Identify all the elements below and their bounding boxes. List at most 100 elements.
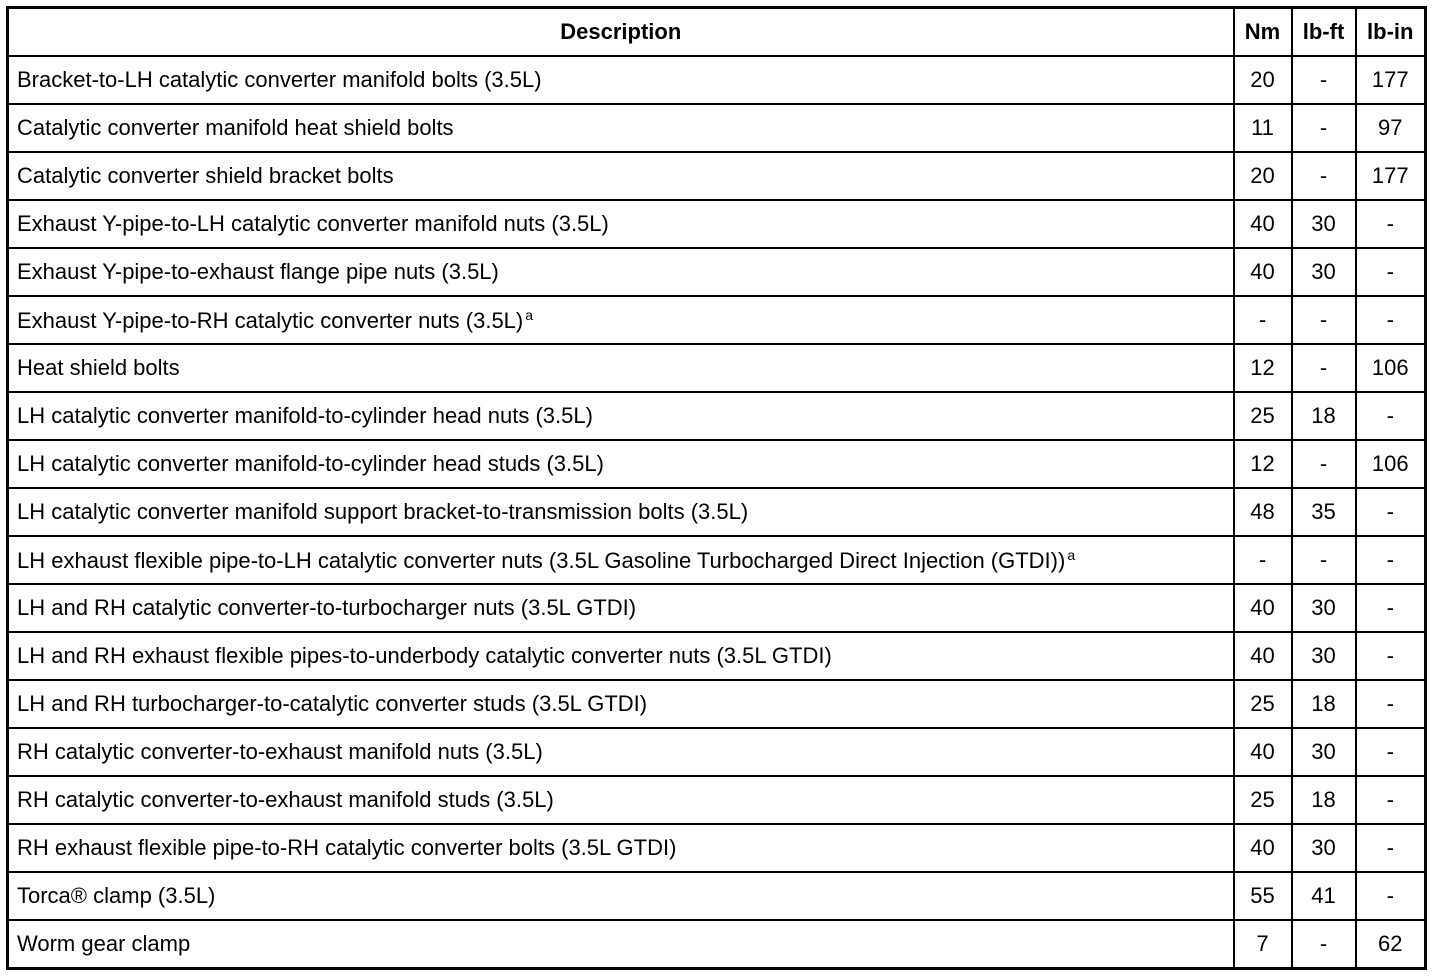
cell-text: - — [1319, 67, 1328, 92]
value-cell: 30 — [1290, 247, 1357, 297]
value-cell: - — [1354, 391, 1427, 441]
table-row: Bracket-to-LH catalytic converter manifo… — [6, 55, 1427, 105]
table-row: RH catalytic converter-to-exhaust manifo… — [6, 775, 1427, 825]
cell-text: Bracket-to-LH catalytic converter manifo… — [17, 67, 542, 92]
table-row: LH and RH turbocharger-to-catalytic conv… — [6, 679, 1427, 729]
cell-text: RH catalytic converter-to-exhaust manifo… — [17, 739, 543, 764]
value-cell: - — [1354, 871, 1427, 921]
table-row: LH exhaust flexible pipe-to-LH catalytic… — [6, 535, 1427, 585]
cell-text: - — [1386, 499, 1394, 524]
description-cell: Bracket-to-LH catalytic converter manifo… — [6, 55, 1235, 105]
cell-text: RH catalytic converter-to-exhaust manifo… — [17, 787, 554, 812]
value-cell: 40 — [1232, 823, 1293, 873]
value-cell: 30 — [1290, 727, 1357, 777]
value-cell: 25 — [1232, 775, 1293, 825]
cell-text: 106 — [1371, 355, 1409, 380]
header-row: Description Nm lb-ft lb-in — [6, 6, 1427, 57]
value-cell: 12 — [1232, 439, 1293, 489]
cell-text: 30 — [1311, 211, 1336, 236]
value-cell: 12 — [1232, 343, 1293, 393]
cell-text: 177 — [1371, 67, 1409, 92]
cell-text: 55 — [1250, 883, 1275, 908]
cell-text: Heat shield bolts — [17, 355, 180, 380]
description-cell: Catalytic converter manifold heat shield… — [6, 103, 1235, 153]
cell-text: - — [1319, 931, 1328, 956]
cell-text: 62 — [1378, 931, 1403, 956]
description-cell: Torca® clamp (3.5L) — [6, 871, 1235, 921]
header-cell: Description — [6, 6, 1235, 57]
description-cell: LH and RH turbocharger-to-catalytic conv… — [6, 679, 1235, 729]
torque-table: Description Nm lb-ft lb-in Bracket-to-LH ca… — [6, 6, 1427, 970]
cell-text: 30 — [1311, 595, 1336, 620]
cell-text: 30 — [1311, 835, 1336, 860]
cell-text: LH and RH exhaust flexible pipes-to-unde… — [17, 643, 832, 668]
cell-text: - — [1386, 403, 1394, 428]
description-cell: RH catalytic converter-to-exhaust manifo… — [6, 775, 1235, 825]
cell-text: 40 — [1250, 739, 1275, 764]
table-row: Worm gear clamp 7 - 62 — [6, 919, 1427, 970]
value-cell: 40 — [1232, 727, 1293, 777]
description-cell: RH exhaust flexible pipe-to-RH catalytic… — [6, 823, 1235, 873]
value-cell: 48 — [1232, 487, 1293, 537]
description-cell: Exhaust Y-pipe-to-RH catalytic converter… — [6, 295, 1235, 345]
cell-text: 7 — [1256, 931, 1269, 956]
table-row: LH and RH exhaust flexible pipes-to-unde… — [6, 631, 1427, 681]
cell-text: 40 — [1250, 259, 1275, 284]
cell-text: 18 — [1311, 787, 1336, 812]
value-cell: - — [1354, 199, 1427, 249]
value-cell: 18 — [1290, 679, 1357, 729]
cell-text: - — [1386, 595, 1394, 620]
cell-text: Catalytic converter manifold heat shield… — [17, 115, 454, 140]
table-row: Exhaust Y-pipe-to-exhaust flange pipe nu… — [6, 247, 1427, 297]
value-cell: - — [1354, 247, 1427, 297]
value-cell: - — [1354, 535, 1427, 585]
value-cell: - — [1354, 775, 1427, 825]
cell-text: - — [1258, 307, 1267, 332]
value-cell: 35 — [1290, 487, 1357, 537]
header-cell: lb-in — [1354, 6, 1427, 57]
cell-text: - — [1386, 259, 1394, 284]
cell-text: 35 — [1311, 499, 1336, 524]
cell-text: LH catalytic converter manifold-to-cylin… — [17, 451, 604, 476]
value-cell: - — [1354, 823, 1427, 873]
value-cell: 177 — [1354, 151, 1427, 201]
value-cell: 40 — [1232, 631, 1293, 681]
cell-text: - — [1386, 211, 1394, 236]
table-row: LH catalytic converter manifold-to-cylin… — [6, 391, 1427, 441]
description-cell: LH and RH catalytic converter-to-turboch… — [6, 583, 1235, 633]
cell-text: Worm gear clamp — [17, 931, 191, 956]
value-cell: - — [1354, 631, 1427, 681]
cell-text: 25 — [1250, 403, 1275, 428]
cell-text: 40 — [1250, 835, 1275, 860]
cell-text: 40 — [1250, 643, 1275, 668]
value-cell: 25 — [1232, 391, 1293, 441]
value-cell: - — [1290, 151, 1357, 201]
value-cell: 40 — [1232, 199, 1293, 249]
cell-text: Torca® clamp (3.5L) — [17, 883, 216, 908]
value-cell: 30 — [1290, 631, 1357, 681]
table-row: Exhaust Y-pipe-to-LH catalytic converter… — [6, 199, 1427, 249]
value-cell: - — [1290, 535, 1357, 585]
value-cell: - — [1290, 919, 1357, 970]
value-cell: - — [1232, 295, 1293, 345]
table-row: LH catalytic converter manifold-to-cylin… — [6, 439, 1427, 489]
value-cell: - — [1290, 55, 1357, 105]
cell-text: 18 — [1311, 691, 1336, 716]
table-row: LH and RH catalytic converter-to-turboch… — [6, 583, 1427, 633]
header-cell: lb-ft — [1290, 6, 1357, 57]
cell-text: - — [1258, 547, 1267, 572]
cell-text: Exhaust Y-pipe-to-LH catalytic converter… — [17, 211, 609, 236]
value-cell: 20 — [1232, 151, 1293, 201]
value-cell: - — [1232, 535, 1293, 585]
table-row: LH catalytic converter manifold support … — [6, 487, 1427, 537]
cell-text: - — [1386, 883, 1394, 908]
cell-text: 97 — [1378, 115, 1403, 140]
value-cell: - — [1354, 727, 1427, 777]
cell-text: LH and RH catalytic converter-to-turboch… — [17, 595, 637, 620]
description-cell: LH catalytic converter manifold support … — [6, 487, 1235, 537]
cell-text: - — [1319, 115, 1328, 140]
value-cell: 20 — [1232, 55, 1293, 105]
table-row: Catalytic converter shield bracket bolts… — [6, 151, 1427, 201]
value-cell: - — [1290, 439, 1357, 489]
